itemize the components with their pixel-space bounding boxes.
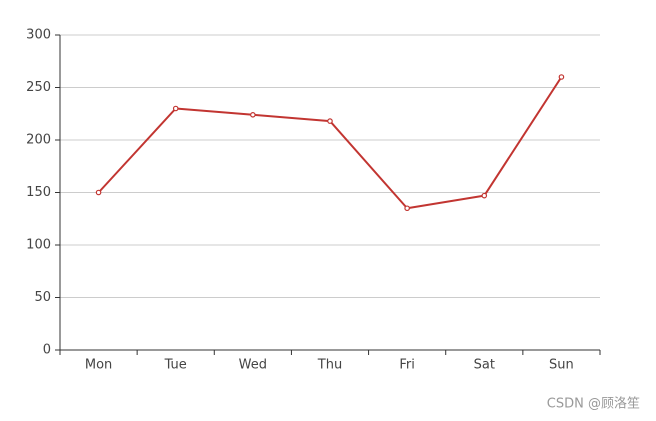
- point: [250, 112, 256, 118]
- point: [558, 74, 565, 80]
- y-tick-label: 250: [26, 80, 51, 95]
- y-tick-label: 300: [26, 28, 51, 43]
- x-tick-label: Sat: [474, 358, 495, 373]
- point: [172, 105, 179, 112]
- watermark: CSDN @顾洛笙: [547, 396, 640, 412]
- y-tick-label: 50: [34, 290, 51, 305]
- x-tick-label: Fri: [399, 358, 415, 373]
- point: [327, 118, 333, 124]
- x-tick-label: Wed: [239, 358, 267, 373]
- x-tick-label: Sun: [549, 358, 574, 373]
- x-tick-label: Mon: [85, 358, 112, 373]
- point: [95, 189, 102, 196]
- y-tick-label: 100: [26, 238, 51, 253]
- x-tick-label: Tue: [164, 358, 187, 373]
- point: [404, 205, 410, 212]
- y-tick-label: 200: [26, 133, 51, 148]
- point: [481, 192, 488, 199]
- y-tick-label: 0: [43, 343, 51, 358]
- line: [97, 76, 563, 210]
- y-tick-label: 150: [26, 185, 51, 200]
- x-tick-label: Thu: [317, 358, 342, 373]
